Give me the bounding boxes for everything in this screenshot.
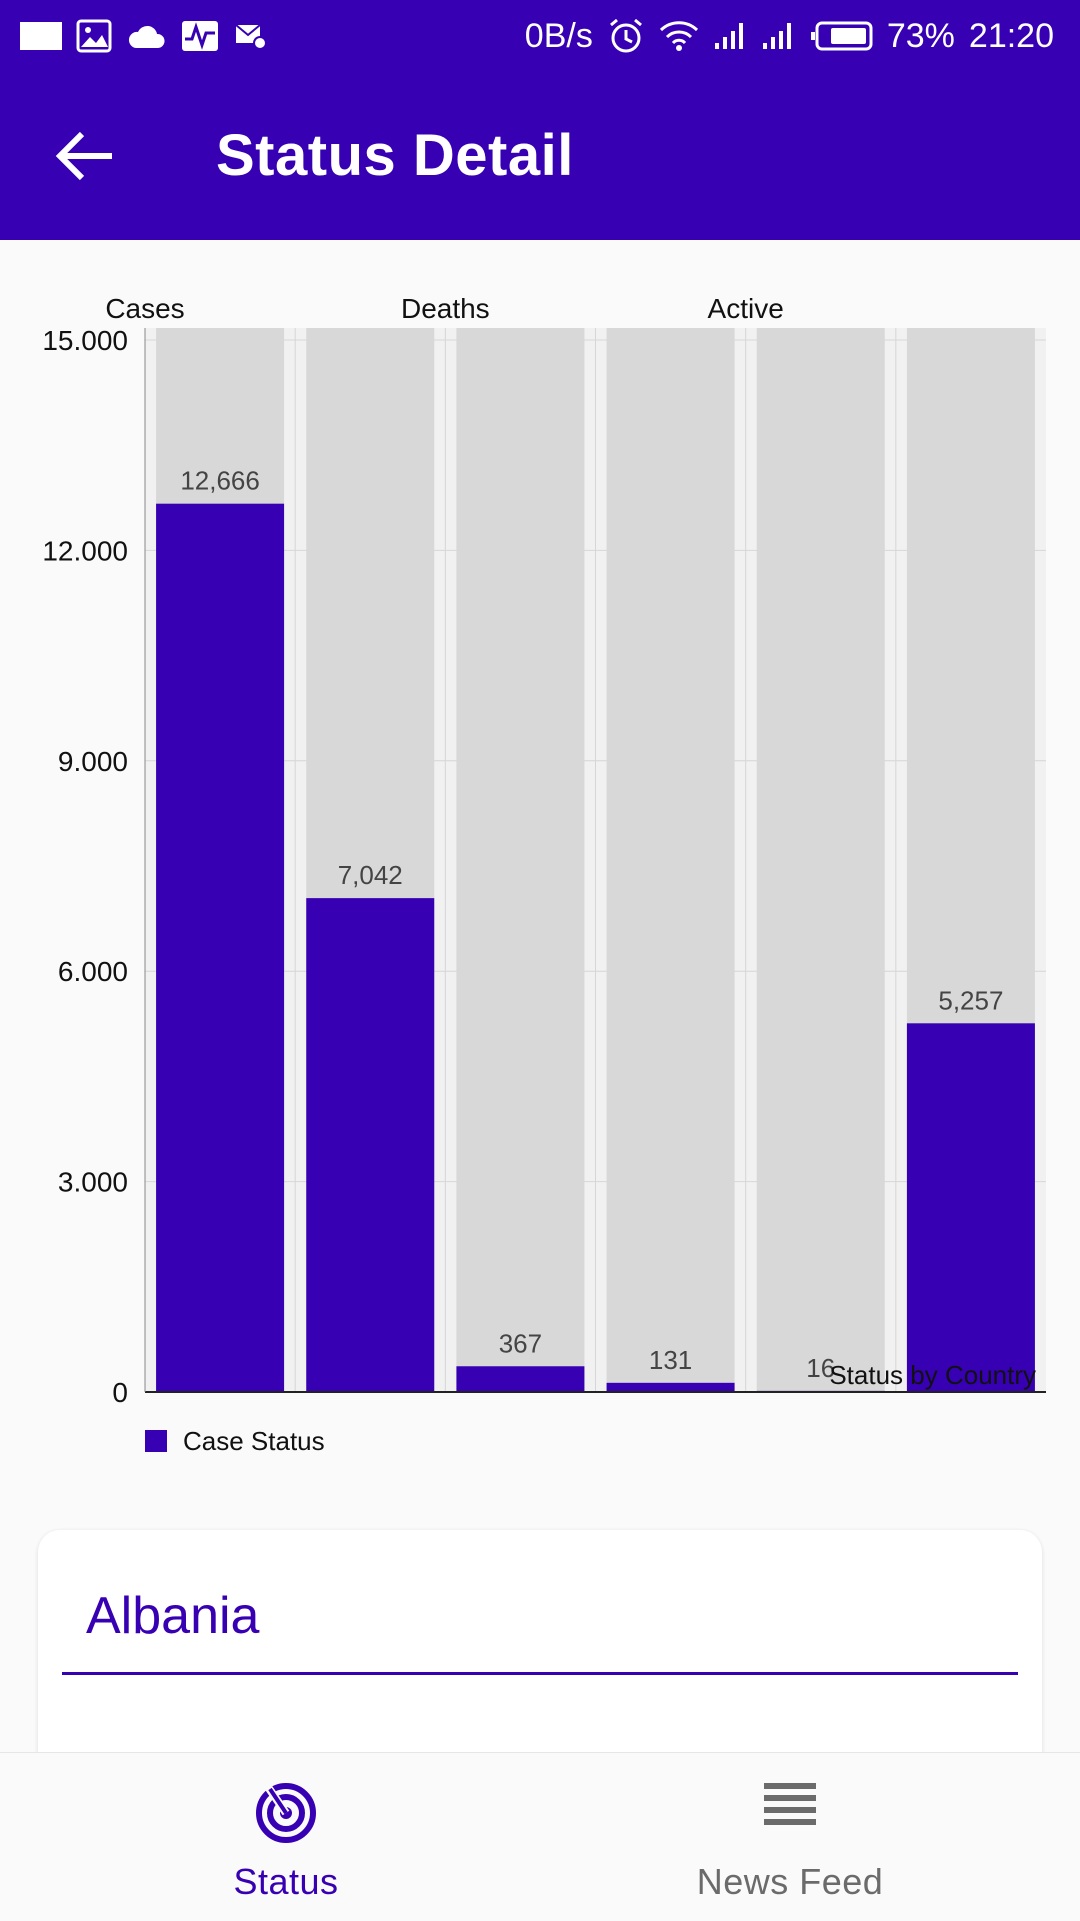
bar [606,1382,735,1392]
cloud-icon [126,22,166,50]
mail-settings-icon [234,21,268,51]
status-bar: 0B/s 73% 21:20 [0,0,1080,72]
status-bar-notifications [20,19,268,53]
back-button[interactable] [54,124,118,188]
y-tick-label: 3.000 [58,1167,128,1198]
nav-status-label: Status [233,1861,339,1902]
alarm-icon [607,17,645,55]
y-tick-label: 0 [112,1377,128,1408]
clock: 21:20 [968,16,1054,55]
y-tick-label: 15.000 [42,325,128,356]
status-bar-system: 0B/s 73% 21:20 [525,17,1054,56]
top-category-label: Active [708,293,784,324]
country-underline [62,1672,1018,1675]
nav-news-feed[interactable]: News Feed [520,1753,1060,1921]
nav-news-feed-label: News Feed [696,1861,884,1902]
wifi-icon [659,20,699,52]
signal-icon [761,21,795,51]
radar-icon [254,1781,318,1850]
top-category-label: Deaths [401,293,490,324]
bar-background [456,328,585,1392]
country-name: Albania [86,1587,260,1645]
bar-value-label: 16 [806,1353,835,1383]
page-title: Status Detail [216,123,574,188]
chart-description: Status by Country [829,1360,1036,1390]
chart-svg: 0 3.000 6.000 9.000 12.000 15.000 12,666 7,042 3… [42,293,1046,1456]
image-icon [76,19,112,53]
y-tick-label: 6.000 [58,956,128,987]
battery-icon [809,20,873,52]
bar-value-label: 367 [499,1328,542,1358]
bar [306,898,435,1392]
battery-percent: 73% [886,16,955,55]
bar-value-label: 7,042 [338,860,403,890]
app-bar: Status Detail [0,72,1080,240]
top-category-label: Cases [105,293,184,324]
bottom-navigation: Status News Feed [0,1752,1080,1921]
arrow-left-icon [55,131,112,181]
y-tick-label: 12.000 [42,535,128,566]
bar-background [606,328,735,1392]
nav-status[interactable]: Status [16,1753,556,1921]
bar-value-label: 12,666 [180,466,260,496]
bar-value-label: 131 [649,1345,692,1375]
legend-swatch [145,1430,167,1452]
signal-icon [713,21,747,51]
net-speed: 0B/s [524,16,593,55]
bar-chart: 0 3.000 6.000 9.000 12.000 15.000 12,666 7,042 3… [0,240,1080,1490]
square-icon [20,20,62,52]
activity-icon [180,19,220,53]
bar [156,503,285,1393]
legend-label: Case Status [183,1426,325,1456]
bar-value-label: 5,257 [938,985,1003,1015]
country-card: Albania [38,1530,1042,1790]
bar [906,1023,1035,1392]
list-icon [764,1781,816,1834]
bar-background [756,328,885,1392]
y-tick-label: 9.000 [58,746,128,777]
bar [456,1366,585,1392]
